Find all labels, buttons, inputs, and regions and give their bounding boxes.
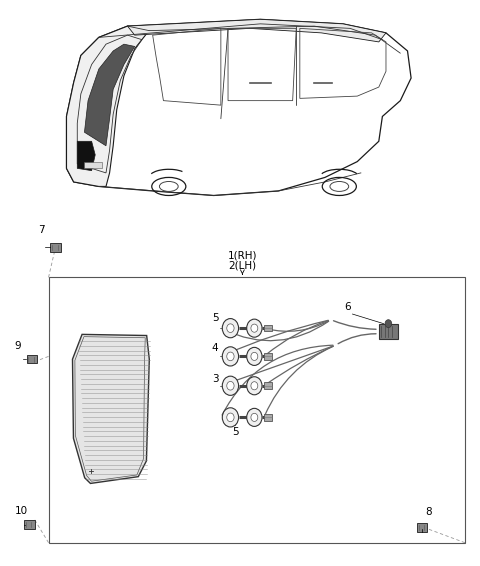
Polygon shape — [84, 44, 135, 146]
Circle shape — [247, 348, 262, 366]
Circle shape — [251, 381, 258, 390]
Bar — [48, 277, 465, 543]
Circle shape — [227, 352, 234, 361]
Polygon shape — [67, 26, 149, 186]
Bar — [50, 243, 61, 252]
Circle shape — [385, 320, 392, 328]
Circle shape — [227, 413, 234, 422]
Polygon shape — [72, 335, 149, 483]
Text: 2(LH): 2(LH) — [228, 260, 256, 271]
Polygon shape — [67, 19, 411, 195]
Text: 7: 7 — [38, 225, 45, 235]
Bar — [264, 353, 272, 360]
Circle shape — [247, 377, 262, 395]
Circle shape — [247, 408, 262, 426]
Polygon shape — [128, 19, 386, 42]
Bar — [417, 523, 427, 531]
Circle shape — [227, 381, 234, 390]
Bar — [379, 324, 398, 340]
Text: 5: 5 — [212, 313, 218, 323]
Bar — [264, 325, 272, 332]
Text: 4: 4 — [212, 343, 218, 353]
Circle shape — [227, 324, 234, 332]
Polygon shape — [84, 162, 102, 168]
Bar — [24, 520, 35, 529]
Bar — [264, 383, 272, 389]
Polygon shape — [77, 142, 95, 170]
Bar — [264, 414, 272, 421]
Text: 8: 8 — [426, 507, 432, 517]
Text: 6: 6 — [344, 302, 351, 312]
Text: 10: 10 — [15, 506, 28, 516]
Text: 3: 3 — [212, 374, 218, 384]
Circle shape — [222, 319, 239, 338]
Text: 9: 9 — [14, 341, 21, 351]
Circle shape — [251, 413, 258, 422]
Bar — [26, 355, 37, 363]
Text: 5: 5 — [232, 427, 239, 437]
Circle shape — [247, 319, 262, 337]
Circle shape — [222, 376, 239, 396]
Circle shape — [222, 347, 239, 366]
Circle shape — [251, 352, 258, 361]
Circle shape — [251, 324, 258, 332]
Text: 1(RH): 1(RH) — [228, 250, 257, 260]
Circle shape — [222, 408, 239, 427]
